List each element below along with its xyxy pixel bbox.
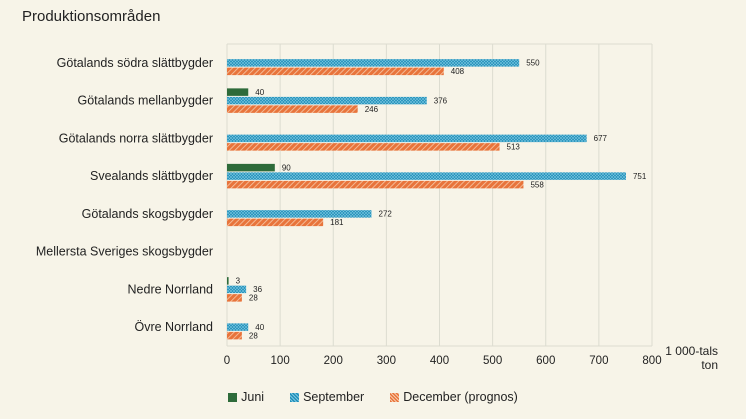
legend-item: Juni	[228, 390, 264, 404]
data-label: 40	[255, 323, 264, 332]
x-tick-label: 200	[324, 355, 343, 367]
data-label: 181	[330, 218, 344, 227]
chart-title: Produktionsområden	[22, 8, 161, 25]
bar-december	[227, 105, 358, 113]
data-label: 40	[255, 88, 264, 97]
bar-september	[227, 323, 249, 331]
category-label: Götalands mellanbygder	[78, 94, 214, 108]
x-tick-label: 0	[224, 355, 230, 367]
category-label: Övre Norrland	[135, 320, 214, 334]
category-label: Götalands norra slättbygder	[59, 131, 213, 145]
legend-item: September	[290, 390, 364, 404]
legend: Juni September December (prognos)	[0, 390, 746, 404]
category-label: Götalands skogsbygder	[82, 207, 213, 221]
legend-item: December (prognos)	[390, 390, 518, 404]
bar-september	[227, 172, 626, 180]
category-label: Götalands södra slättbygder	[57, 56, 213, 70]
bar-december	[227, 331, 242, 340]
legend-swatch	[228, 392, 238, 402]
x-axis-unit-label: ton	[701, 358, 718, 372]
x-tick-label: 700	[589, 355, 608, 367]
bar-december	[227, 143, 500, 151]
bar-juni	[227, 277, 229, 285]
legend-label: December (prognos)	[403, 390, 518, 404]
data-label: 28	[249, 294, 258, 303]
data-label: 246	[365, 105, 379, 114]
gridlines	[226, 43, 653, 347]
bar-juni	[227, 88, 249, 96]
data-label: 513	[507, 143, 521, 152]
bar-september	[227, 210, 372, 218]
data-label: 376	[434, 96, 448, 105]
legend-swatch	[390, 392, 400, 402]
bar-december	[227, 180, 524, 189]
x-tick-label: 100	[271, 355, 290, 367]
x-tick-label: 500	[483, 355, 502, 367]
category-label: Svealands slättbygder	[90, 169, 213, 183]
bar-september	[227, 96, 427, 105]
x-tick-label: 300	[377, 355, 396, 367]
data-label: 751	[633, 172, 647, 181]
x-tick-label: 400	[430, 355, 449, 367]
data-label: 408	[451, 67, 465, 76]
bar-september	[227, 59, 520, 67]
category-label: Nedre Norrland	[128, 282, 214, 296]
bar-december	[227, 218, 324, 227]
data-label: 28	[249, 331, 258, 340]
data-label: 36	[253, 285, 262, 294]
bar-december	[227, 294, 242, 302]
legend-label: September	[303, 390, 365, 404]
bar-december	[227, 67, 444, 76]
legend-swatch	[290, 392, 300, 402]
data-label: 677	[594, 134, 608, 143]
x-axis-unit-label: 1 000-tals	[665, 344, 718, 358]
bars	[227, 59, 626, 340]
bar-september	[227, 285, 247, 294]
legend-label: Juni	[241, 390, 265, 404]
data-label: 90	[282, 163, 291, 172]
bar-september	[227, 134, 587, 143]
x-tick-label: 600	[536, 355, 555, 367]
x-tick-label: 800	[642, 355, 661, 367]
data-label: 272	[379, 210, 393, 219]
category-label: Mellersta Sveriges skogsbygder	[36, 245, 213, 259]
data-label: 3	[236, 277, 241, 286]
data-label: 558	[530, 180, 544, 189]
bar-juni	[227, 163, 275, 172]
data-label: 550	[526, 59, 540, 68]
